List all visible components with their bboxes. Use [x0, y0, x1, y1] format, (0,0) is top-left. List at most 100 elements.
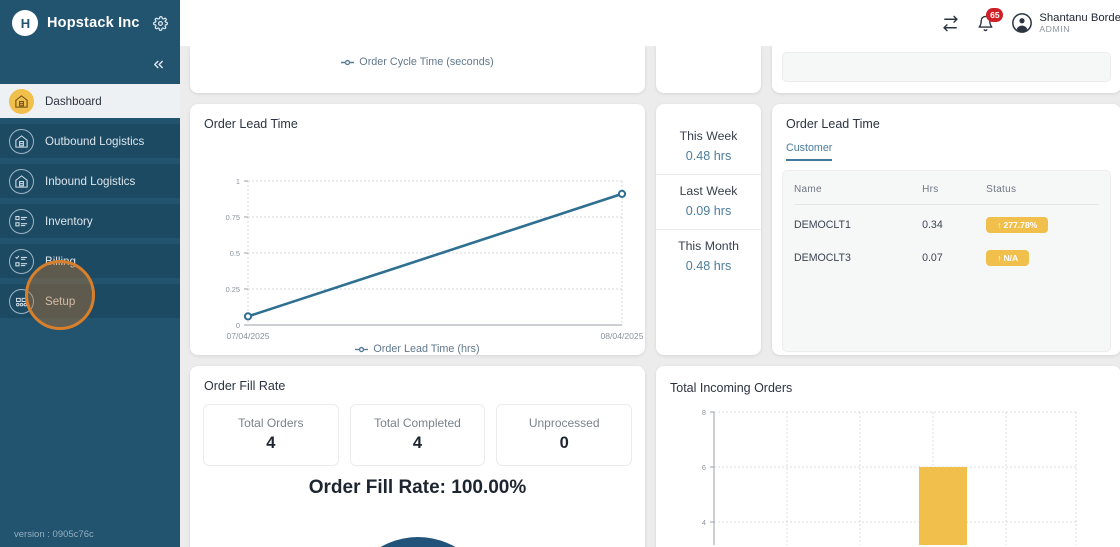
status-value: 277.78% — [1003, 220, 1038, 230]
card-title: Order Lead Time — [786, 117, 880, 131]
sidebar-item-label: Setup — [45, 294, 76, 308]
legend-label: Order Lead Time (hrs) — [373, 343, 480, 355]
order-lead-time-customer-card: Order Lead Time Customer Name Hrs Status — [772, 104, 1120, 355]
stat-label: This Month — [678, 239, 739, 253]
stat-this-month: This Month 0.48 hrs — [656, 229, 761, 284]
swap-arrows-icon[interactable] — [942, 15, 959, 32]
order-lead-time-chart-card: Order Lead Time — [190, 104, 645, 355]
kpi-total-orders: Total Orders 4 — [203, 404, 339, 466]
stat-label: Last Week — [679, 184, 738, 198]
logo-letter: H — [20, 15, 30, 31]
kpi-value: 4 — [266, 434, 276, 452]
svg-text:6: 6 — [702, 463, 706, 472]
notification-badge: 65 — [986, 7, 1004, 22]
sidebar-item-billing[interactable]: Billing — [0, 244, 180, 278]
table-row[interactable]: DEMOCLT3 0.07 ↑ N/A — [794, 238, 1099, 271]
chart-legend[interactable]: Order Cycle Time (seconds) — [190, 46, 645, 68]
customer-tabs: Customer — [772, 131, 1120, 161]
user-role: ADMIN — [1039, 23, 1071, 34]
dashboard-row-lead-time: Order Lead Time — [190, 104, 1120, 355]
kpi-value: 4 — [412, 434, 423, 452]
sidebar-collapse-row — [0, 46, 180, 82]
sidebar-nav: Dashboard Outbound Logistics Inbound Log… — [0, 84, 180, 318]
sidebar-item-setup[interactable]: Setup — [0, 284, 180, 318]
total-incoming-orders-bar-chart: 8 6 4 — [702, 408, 1077, 545]
status-badge: ↑ N/A — [986, 250, 1030, 266]
sidebar: H Hopstack Inc — [0, 0, 180, 547]
card-title: Order Lead Time — [204, 117, 298, 131]
stat-this-week: This Week 0.48 hrs — [656, 120, 761, 174]
stat-value: 0.09 hrs — [685, 204, 732, 218]
dashboard-content: Order Cycle Time (seconds) Order Lead Ti… — [180, 46, 1120, 547]
top-table-card-cut — [772, 46, 1120, 93]
card-title: Total Incoming Orders — [670, 381, 793, 395]
sidebar-item-inventory[interactable]: Inventory — [0, 204, 180, 238]
cell-name: DEMOCLT3 — [794, 252, 851, 264]
table-row[interactable]: DEMOCLT1 0.34 ↑ 277.78% — [794, 205, 1099, 239]
gear-icon[interactable] — [153, 15, 168, 31]
sidebar-item-inbound-logistics[interactable]: Inbound Logistics — [0, 164, 180, 198]
svg-text:4: 4 — [702, 518, 706, 527]
lead-time-stats-card: This Week 0.48 hrs Last Week 0.09 hrs Th… — [656, 104, 761, 355]
sidebar-item-outbound-logistics[interactable]: Outbound Logistics — [0, 124, 180, 158]
brand-header: H Hopstack Inc — [0, 0, 180, 46]
kpi-label: Unprocessed — [528, 416, 600, 430]
checklist-icon — [9, 208, 34, 234]
conveyor-icon — [9, 288, 34, 314]
dashboard-row-fill-rate: Order Fill Rate Total Orders 4 Total Com… — [190, 366, 1120, 547]
fill-rate-pie-chart — [342, 537, 493, 547]
legend-label: Order Cycle Time (seconds) — [359, 56, 494, 68]
bell-icon[interactable]: 65 — [977, 7, 1004, 32]
top-stats-card-cut — [656, 46, 761, 93]
hopstack-logo-icon: H — [12, 10, 38, 36]
cell-hrs: 0.34 — [922, 219, 943, 231]
user-name: Shantanu Borde — [1039, 11, 1120, 24]
table-header-row: Name Hrs Status — [794, 171, 1099, 205]
dashboard-row-top: Order Cycle Time (seconds) — [190, 46, 1120, 93]
warehouse-icon — [9, 128, 34, 154]
sidebar-item-label: Inbound Logistics — [45, 174, 136, 188]
stat-value: 0.48 hrs — [685, 149, 732, 163]
stat-last-week: Last Week 0.09 hrs — [656, 174, 761, 229]
fill-rate-kpis: Total Orders 4 Total Completed 4 Unproce… — [190, 393, 645, 466]
tab-customer[interactable]: Customer — [786, 142, 833, 161]
svg-text:07/04/2025: 07/04/2025 — [226, 331, 269, 341]
kpi-label: Total Completed — [374, 416, 461, 430]
sidebar-item-label: Inventory — [45, 214, 93, 228]
cell-status: ↑ N/A — [986, 238, 1099, 271]
version-label: version : 0905c76c — [14, 529, 94, 540]
order-fill-rate-card: Order Fill Rate Total Orders 4 Total Com… — [190, 366, 645, 547]
warehouse-icon — [9, 168, 34, 194]
legend-line-marker — [341, 59, 355, 65]
legend-line-marker — [355, 346, 369, 352]
sidebar-item-dashboard[interactable]: Dashboard — [0, 84, 180, 118]
order-cycle-time-card: Order Cycle Time (seconds) — [190, 46, 645, 93]
svg-text:1: 1 — [236, 177, 240, 186]
column-header-name: Name — [794, 171, 923, 205]
arrow-up-icon: ↑ — [997, 220, 1002, 230]
cell-status: ↑ 277.78% — [986, 205, 1099, 239]
svg-text:0.75: 0.75 — [226, 213, 240, 222]
topbar: 65 Shantanu Borde ADMIN — [180, 0, 1120, 46]
sidebar-item-label: Billing — [45, 254, 76, 268]
column-header-status: Status — [986, 171, 1099, 205]
cell-hrs: 0.07 — [922, 252, 943, 264]
status-badge: ↑ 277.78% — [986, 217, 1049, 233]
user-avatar-icon — [1012, 13, 1033, 33]
user-meta: Shantanu Borde ADMIN — [1039, 12, 1120, 35]
order-lead-time-line-chart: 1 0.75 0.5 0.25 0 07/04/2025 08/04/2025 — [226, 177, 644, 341]
svg-text:0.5: 0.5 — [230, 249, 240, 258]
customer-table: Name Hrs Status DEMOCLT1 0.34 — [794, 171, 1099, 271]
svg-text:08/04/2025: 08/04/2025 — [600, 331, 643, 341]
card-title: Order Fill Rate — [204, 379, 286, 393]
svg-text:8: 8 — [702, 408, 706, 417]
user-menu[interactable]: Shantanu Borde ADMIN — [1012, 12, 1120, 35]
chevron-double-left-icon[interactable] — [151, 57, 166, 72]
kpi-unprocessed: Unprocessed 0 — [496, 404, 633, 466]
chart-legend[interactable]: Order Lead Time (hrs) — [190, 343, 645, 355]
customer-table-wrapper: Name Hrs Status DEMOCLT1 0.34 — [782, 170, 1111, 352]
main-region: 65 Shantanu Borde ADMIN — [180, 0, 1120, 547]
warehouse-icon — [9, 88, 34, 114]
total-incoming-orders-card: Total Incoming Orders — [656, 366, 1120, 547]
